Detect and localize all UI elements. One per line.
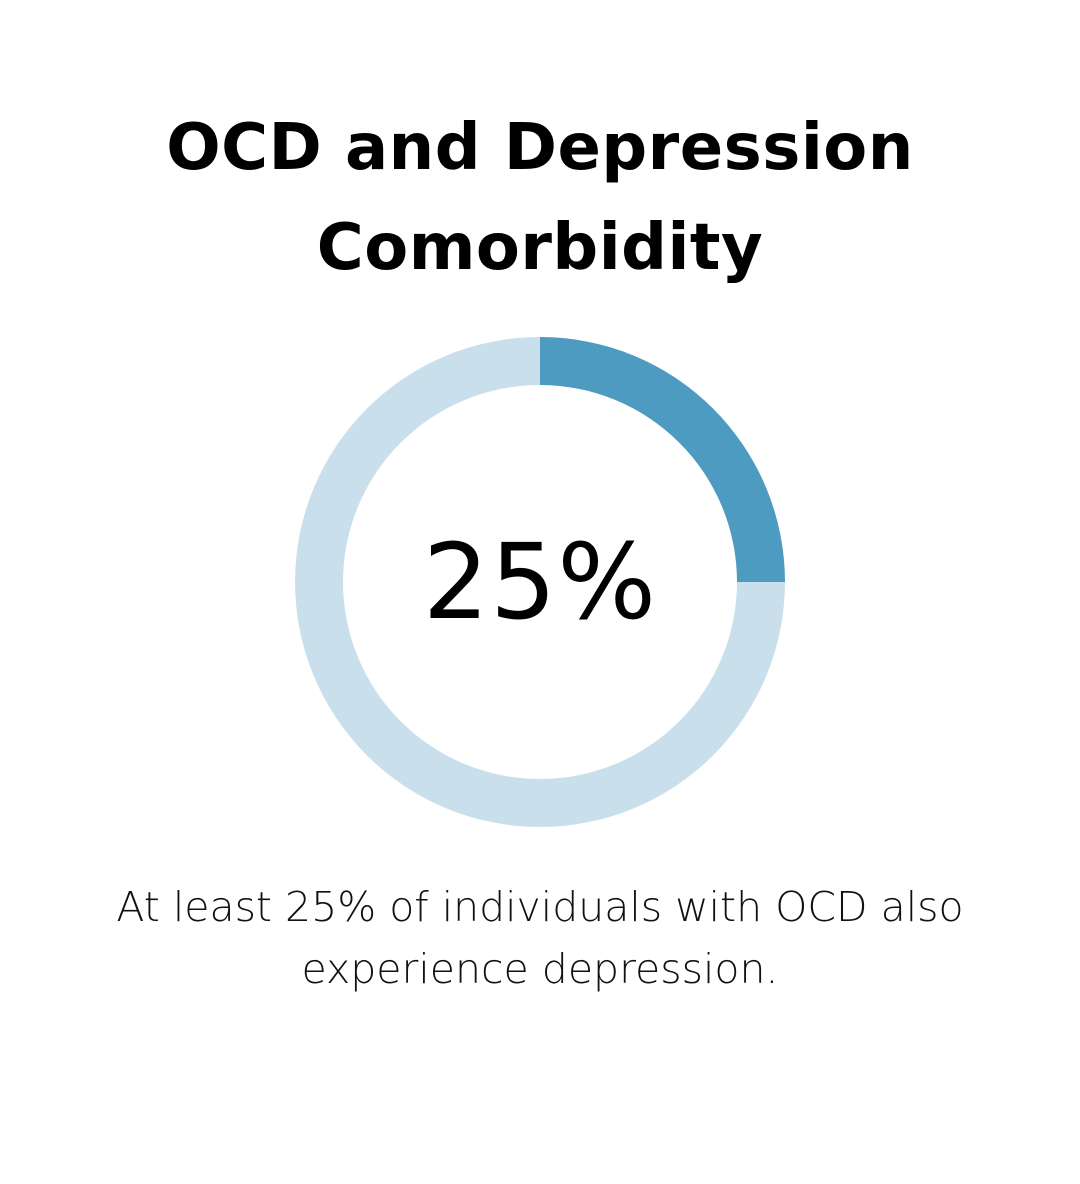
donut-chart: 25% (290, 332, 790, 832)
caption: At least 25% of individuals with OCD als… (60, 876, 1020, 1000)
caption-line-1: At least 25% of individuals with OCD als… (116, 883, 964, 931)
center-percentage: 25% (422, 521, 658, 643)
donut-svg (295, 337, 785, 827)
caption-line-2: experience depression. (301, 945, 779, 993)
title-line-1: OCD and Depression (166, 111, 914, 185)
donut-slice-highlight (540, 337, 785, 582)
title-line-2: Comorbidity (316, 211, 764, 285)
page-title: OCD and Depression Comorbidity (0, 98, 1080, 298)
